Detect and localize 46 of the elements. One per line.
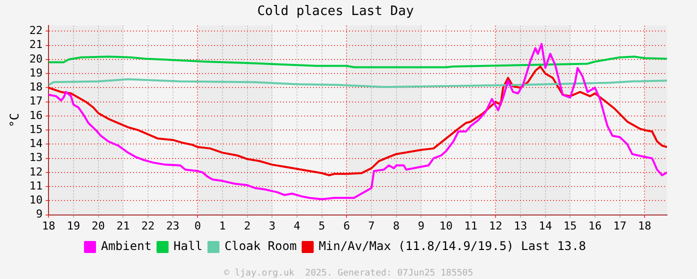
x-tick-label: 9: [418, 219, 424, 232]
legend-label: Min/Av/Max (11.8/14.9/19.5) Last 13.8: [318, 239, 586, 254]
legend-label: Hall: [174, 239, 202, 254]
x-tick-label: 4: [294, 219, 301, 232]
x-tick-label: 5: [318, 219, 326, 232]
x-tick-label: 8: [393, 219, 400, 232]
y-tick-label: 15: [29, 122, 43, 136]
y-tick-label: 11: [29, 179, 43, 192]
x-tick-label: 0: [194, 219, 201, 232]
y-tick-label: 14: [29, 137, 44, 150]
x-tick-label: 22: [141, 219, 155, 232]
x-tick-label: 14: [538, 219, 552, 232]
x-tick-label: 16: [588, 219, 602, 232]
y-axis-title: °C: [7, 112, 22, 128]
chart-title: Cold places Last Day: [257, 4, 414, 20]
x-tick-label: 12: [489, 219, 502, 232]
x-tick-label: 1: [219, 219, 226, 232]
y-tick-label: 17: [29, 94, 43, 108]
x-tick-label: 13: [514, 219, 528, 232]
y-tick-label: 16: [29, 108, 43, 122]
x-tick-label: 3: [268, 219, 276, 232]
text: © ljay.org.uk 2025. Generated: 07Jun25 185505: [224, 268, 474, 278]
y-tick-label: 20: [29, 52, 43, 66]
y-tick-label: 22: [29, 24, 43, 38]
x-tick-label: 19: [66, 219, 80, 232]
y-tick-label: 19: [29, 66, 43, 80]
x-tick-label: 23: [166, 219, 180, 232]
x-tick-label: 18: [638, 219, 652, 232]
x-tick-label: 17: [613, 219, 626, 232]
y-tick-label: 18: [29, 80, 43, 94]
y-tick-label: 12: [29, 165, 43, 178]
y-tick-label: 21: [29, 38, 43, 52]
x-tick-label: 2: [244, 219, 251, 232]
y-tick-label: 13: [29, 151, 43, 164]
x-tick-label: 6: [343, 219, 350, 232]
x-tick-label: 21: [116, 219, 130, 232]
y-tick-label: 10: [29, 194, 43, 207]
legend-label: Ambient: [100, 239, 152, 254]
x-tick-label: 11: [464, 219, 478, 232]
x-tick-label: 18: [42, 219, 56, 232]
x-tick-label: 7: [368, 219, 375, 232]
y-tick-label: 9: [36, 208, 43, 221]
x-tick-label: 10: [439, 219, 453, 232]
legend-label: Cloak Room: [224, 239, 297, 254]
x-tick-label: 15: [564, 219, 577, 232]
x-tick-label: 20: [92, 219, 105, 232]
